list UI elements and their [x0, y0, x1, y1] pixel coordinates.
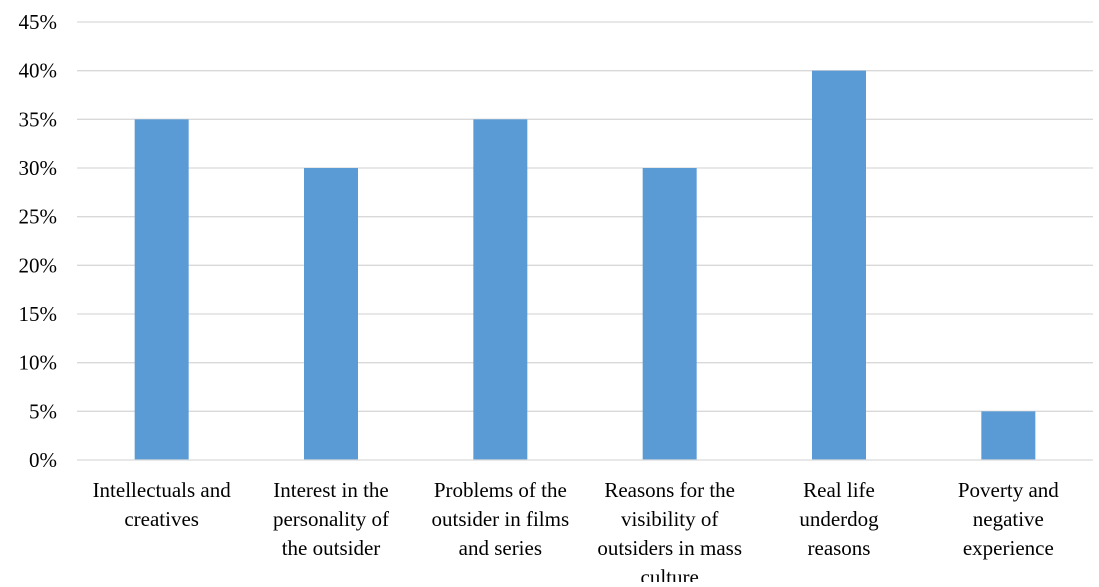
x-tick-label-line: the outsider: [282, 536, 381, 560]
x-tick-label-line: personality of: [273, 507, 389, 531]
y-tick-label: 45%: [19, 10, 58, 34]
x-tick-label-line: experience: [963, 536, 1054, 560]
x-axis-labels: Intellectuals and creatives Interest in th…: [93, 478, 1060, 587]
y-axis-ticks: 0% 5% 10% 15% 20% 25% 30% 35% 40% 45%: [19, 10, 58, 472]
y-tick-label: 35%: [19, 107, 58, 131]
x-tick-label: Poverty and negative experience: [958, 478, 1059, 560]
y-tick-label: 20%: [19, 253, 58, 277]
x-tick-label-line: Problems of the: [434, 478, 567, 502]
y-tick-label: 30%: [19, 156, 58, 180]
x-tick-label: Real life underdog reasons: [799, 478, 879, 560]
x-tick-label-line: and series: [459, 536, 542, 560]
bar: [812, 70, 866, 461]
x-tick-label: Interest in the personality of the outside…: [273, 478, 389, 560]
bar: [134, 119, 189, 460]
bar: [473, 119, 528, 460]
x-tick-label-line: Real life: [803, 478, 875, 502]
x-tick-label-line: underdog: [799, 507, 879, 531]
bar: [981, 411, 1036, 460]
y-tick-label: 15%: [19, 302, 58, 326]
x-tick-label-line: Poverty and: [958, 478, 1059, 502]
x-tick-label-line: visibility of: [621, 507, 718, 531]
y-tick-label: 5%: [29, 399, 57, 423]
gridlines: [77, 21, 1093, 412]
x-tick-label-line: reasons: [808, 536, 871, 560]
x-tick-label-line: creatives: [124, 507, 199, 531]
bar: [642, 168, 697, 460]
x-tick-label-line: outsiders in mass: [597, 536, 742, 560]
x-tick-label: Reasons for the visibility of outsiders in…: [597, 478, 742, 582]
bars: [134, 70, 1036, 461]
x-tick-label-line: outsider in films: [431, 507, 569, 531]
bar: [304, 168, 358, 460]
x-tick-label: Problems of the outsider in films and seri…: [431, 478, 569, 560]
x-tick-label-line: Intellectuals and: [93, 478, 232, 502]
y-tick-label: 0%: [29, 448, 57, 472]
x-tick-label-line: culture: [641, 565, 699, 582]
x-tick-label: Intellectuals and creatives: [93, 478, 232, 531]
y-tick-label: 25%: [19, 205, 58, 229]
y-tick-label: 40%: [19, 59, 58, 83]
x-tick-label-line: Reasons for the: [604, 478, 735, 502]
x-tick-label-line: Interest in the: [273, 478, 388, 502]
y-tick-label: 10%: [19, 351, 58, 375]
x-tick-label-line: negative: [973, 507, 1044, 531]
